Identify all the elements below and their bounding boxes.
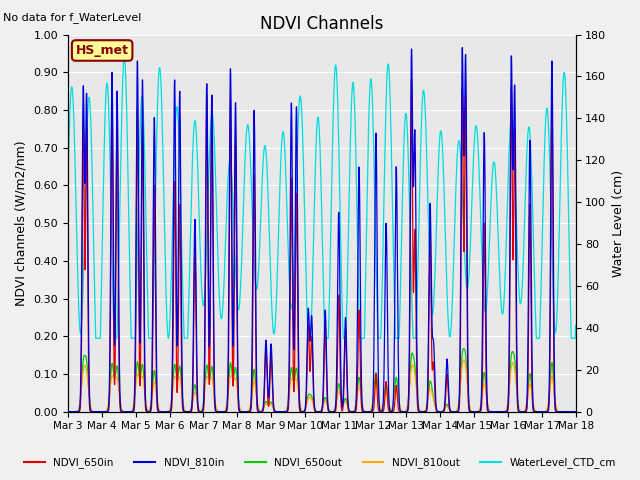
Y-axis label: NDVI channels (W/m2/nm): NDVI channels (W/m2/nm) [15,140,28,306]
Legend: NDVI_650in, NDVI_810in, NDVI_650out, NDVI_810out, WaterLevel_CTD_cm: NDVI_650in, NDVI_810in, NDVI_650out, NDV… [20,453,620,472]
Text: No data for f_WaterLevel: No data for f_WaterLevel [3,12,141,23]
Text: HS_met: HS_met [76,44,129,57]
Y-axis label: Water Level (cm): Water Level (cm) [612,169,625,276]
Title: NDVI Channels: NDVI Channels [260,15,383,33]
